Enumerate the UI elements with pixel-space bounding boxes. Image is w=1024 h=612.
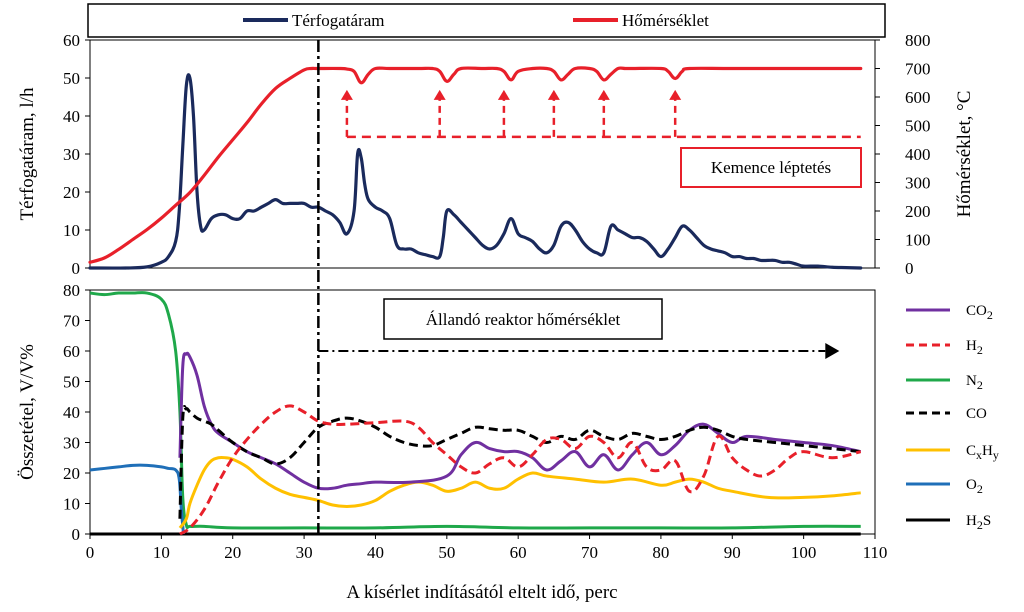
series-line-co <box>178 405 861 519</box>
x-tick-label: 50 <box>438 543 455 562</box>
bottom-y-tick-label: 50 <box>63 373 80 392</box>
x-tick-label: 40 <box>367 543 384 562</box>
top-right-tick-label: 700 <box>905 60 931 79</box>
x-tick-label: 10 <box>153 543 170 562</box>
annotation-box-reactor <box>383 298 663 340</box>
x-tick-label: 60 <box>510 543 527 562</box>
bottom-xlabel: A kísérlet indításától eltelt idő, perc <box>346 582 617 603</box>
furnace-step-arrow-head <box>547 89 560 100</box>
x-tick-label: 110 <box>863 543 888 562</box>
top-series-line-temperature <box>88 66 863 264</box>
bottom-y-tick-label: 10 <box>63 495 80 514</box>
legend-label-o2: O2 <box>966 477 983 496</box>
x-tick-label: 20 <box>224 543 241 562</box>
top-ylabel-left: Térfogatáram, l/h <box>17 87 38 220</box>
furnace-step-arrow-head <box>669 89 682 100</box>
bottom-y-tick-label: 20 <box>63 464 80 483</box>
bottom-ylabel: Összetétel, V/V% <box>17 344 38 480</box>
top-right-tick-label: 300 <box>905 174 931 193</box>
bottom-y-tick-label: 70 <box>63 312 80 331</box>
bottom-y-tick-label: 0 <box>72 525 81 544</box>
legend-flow-label: Térfogatáram <box>292 11 385 30</box>
bottom-y-tick-label: 60 <box>63 342 80 361</box>
x-tick-label: 70 <box>581 543 598 562</box>
legend-label-co2: CO2 <box>966 303 993 322</box>
top-right-tick-label: 100 <box>905 231 931 250</box>
top-left-tick-label: 60 <box>63 31 80 50</box>
side-legend: CO2 H2 N2 CO CxHy O2 H2S <box>906 303 999 532</box>
series-line-cxhy <box>178 455 861 529</box>
furnace-step-arrow-head <box>497 89 510 100</box>
annotation-reactor-text: Állandó reaktor hőmérséklet <box>426 310 621 329</box>
x-tick-label: 80 <box>652 543 669 562</box>
series-line-co2 <box>178 351 862 491</box>
legend-temp-label: Hőmérséklet <box>622 11 709 30</box>
bottom-y-tick-label: 40 <box>63 403 80 422</box>
top-right-tick-label: 800 <box>905 31 931 50</box>
bottom-y-tick-label: 80 <box>63 281 80 300</box>
legend-label-h2s: H2S <box>966 513 991 532</box>
annotation-box-furnace <box>680 147 862 188</box>
furnace-step-arrow-head <box>340 89 353 100</box>
x-tick-label: 30 <box>296 543 313 562</box>
legend-label-n2: N2 <box>966 373 983 392</box>
top-right-tick-label: 500 <box>905 117 931 136</box>
bottom-y-tick-label: 30 <box>63 434 80 453</box>
legend-label-h2: H2 <box>966 338 983 357</box>
x-tick-label: 100 <box>791 543 817 562</box>
top-left-tick-label: 20 <box>63 183 80 202</box>
top-right-tick-label: 600 <box>905 88 931 107</box>
top-series-line-flow <box>88 73 863 270</box>
top-right-tick-label: 200 <box>905 202 931 221</box>
legend-label-co: CO <box>966 406 987 422</box>
top-left-tick-label: 50 <box>63 69 80 88</box>
series-line-h2 <box>179 404 862 536</box>
top-left-tick-label: 0 <box>72 259 81 278</box>
top-right-tick-label: 0 <box>905 259 914 278</box>
annotation-furnace-text: Kemence léptetés <box>711 158 831 177</box>
bottom-panel: 0 10 20 30 40 50 60 70 80 0 10 20 30 40 50 60 70 80 90 100… <box>17 281 887 603</box>
x-tick-label: 90 <box>724 543 741 562</box>
top-left-tick-label: 30 <box>63 145 80 164</box>
top-legend: Térfogatáram Hőmérséklet <box>87 3 886 38</box>
reactor-arrow-head <box>825 343 840 359</box>
legend-label-cxhy: CxHy <box>966 443 999 462</box>
furnace-step-arrow-head <box>597 89 610 100</box>
furnace-step-arrow-head <box>433 89 446 100</box>
top-left-tick-label: 40 <box>63 107 80 126</box>
top-ylabel-right: Hőmérséklet, °C <box>954 91 975 218</box>
x-tick-label: 0 <box>86 543 95 562</box>
top-left-tick-label: 10 <box>63 221 80 240</box>
top-right-tick-label: 400 <box>905 145 931 164</box>
